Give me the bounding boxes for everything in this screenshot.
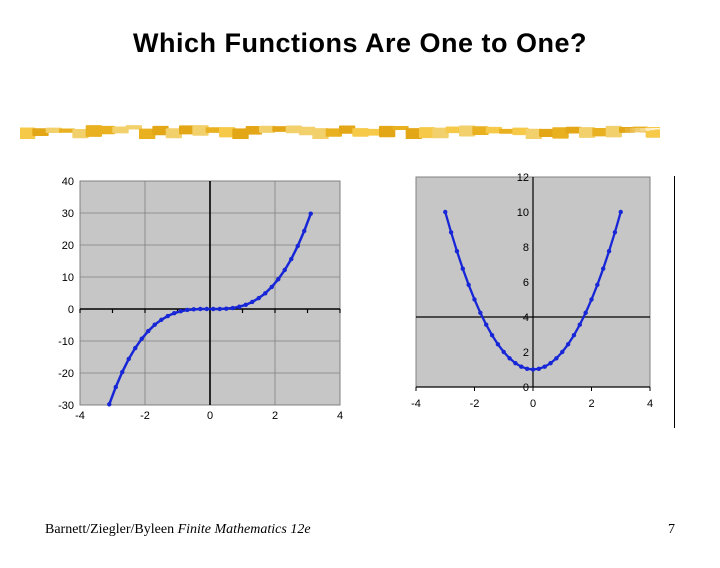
svg-text:4: 4 <box>523 312 529 324</box>
svg-text:-20: -20 <box>58 368 74 380</box>
svg-text:0: 0 <box>523 382 529 394</box>
svg-text:4: 4 <box>647 398 653 410</box>
footer-citation: Barnett/Ziegler/Byleen Finite Mathematic… <box>45 522 311 538</box>
footer-page-number: 7 <box>668 522 675 538</box>
decorative-rule <box>20 123 660 139</box>
svg-text:-2: -2 <box>470 398 480 410</box>
svg-text:2: 2 <box>588 398 594 410</box>
svg-text:20: 20 <box>62 240 74 252</box>
page-title: Which Functions Are One to One? <box>0 28 720 59</box>
chart-parabola: 0 2 4 6 8 10 12 -4 -2 0 2 4 <box>370 173 660 423</box>
svg-text:2: 2 <box>523 347 529 359</box>
svg-text:30: 30 <box>62 208 74 220</box>
charts-row: -4-2024-30-20-10010203040 024681012-4-20… <box>40 173 680 453</box>
svg-text:4: 4 <box>337 410 343 422</box>
svg-text:-10: -10 <box>58 336 74 348</box>
footer-authors: Barnett/Ziegler/Byleen <box>45 522 174 537</box>
svg-text:6: 6 <box>523 277 529 289</box>
footer-book: Finite Mathematics 12e <box>178 522 311 537</box>
svg-text:-30: -30 <box>58 400 74 412</box>
svg-text:2: 2 <box>272 410 278 422</box>
svg-text:0: 0 <box>530 398 536 410</box>
svg-text:0: 0 <box>207 410 213 422</box>
svg-text:10: 10 <box>62 272 74 284</box>
svg-text:8: 8 <box>523 242 529 254</box>
svg-text:-4: -4 <box>75 410 85 422</box>
svg-text:10: 10 <box>517 207 529 219</box>
right-vertical-rule <box>674 176 675 428</box>
svg-text:0: 0 <box>68 304 74 316</box>
svg-text:40: 40 <box>62 176 74 188</box>
svg-text:-2: -2 <box>140 410 150 422</box>
svg-text:-4: -4 <box>411 398 421 410</box>
chart-cubic: -4-2024-30-20-10010203040 <box>40 173 350 423</box>
svg-text:12: 12 <box>517 173 529 184</box>
